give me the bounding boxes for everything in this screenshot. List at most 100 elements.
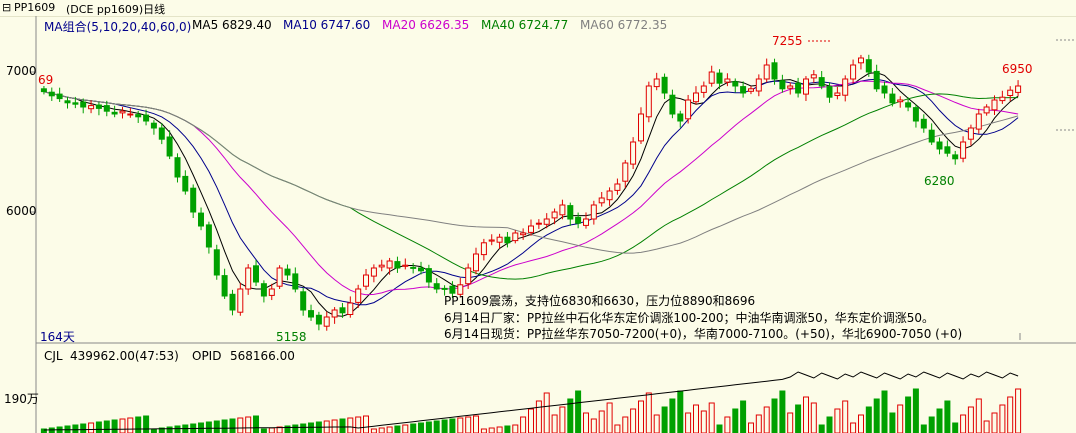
candle-body [865, 59, 872, 73]
candle-body [339, 307, 346, 314]
candle-body [48, 91, 55, 97]
volume-bar [700, 410, 707, 433]
title-bar: ⊟ PP1609 (DCE pp1609)日线 [0, 0, 1076, 17]
candle-body [693, 92, 699, 103]
candle-body [520, 232, 527, 236]
candle-body [441, 287, 448, 290]
candle-body [905, 102, 912, 108]
candle-body [575, 216, 582, 224]
candle-body [72, 102, 79, 105]
volume-bar [795, 404, 802, 433]
volume-bar [457, 417, 464, 433]
opid-value: 568166.00 [230, 349, 295, 363]
candle-body [842, 78, 849, 96]
ma10-legend: MA10 6747.60 [283, 18, 371, 32]
candle-body [221, 275, 228, 297]
volume-bar [803, 396, 809, 433]
candle-body [708, 71, 715, 84]
volume-bar [1015, 388, 1022, 433]
volume-bar [740, 400, 747, 433]
volume-bar [748, 422, 754, 433]
candle-body [960, 141, 967, 159]
volume-bar [787, 412, 794, 433]
cjl-label: CJL [44, 349, 63, 363]
volume-bar [331, 419, 338, 433]
volume-bar [535, 400, 542, 433]
candle-body [198, 212, 204, 227]
volume-bar [771, 398, 778, 433]
candle-body [967, 127, 974, 140]
open-interest-line [43, 371, 1019, 431]
opid-label: OPID [192, 349, 222, 363]
candle-body [669, 94, 676, 115]
candle-body [1007, 89, 1014, 96]
candle-body [897, 99, 904, 103]
candle-body [779, 80, 786, 90]
volume-bar [598, 410, 605, 433]
volume-bar [143, 415, 150, 433]
volume-bar [308, 422, 314, 433]
candle-body [378, 264, 385, 268]
volume-bar [425, 421, 432, 433]
candle-body [748, 88, 754, 92]
volume-bar [897, 404, 904, 433]
volume-bar [512, 424, 519, 433]
candle-body [543, 218, 550, 225]
candle-body [135, 114, 142, 118]
candle-body [300, 291, 307, 311]
candle-body [700, 85, 707, 93]
candle-body [64, 100, 71, 104]
ma20-line [43, 80, 1019, 296]
volume-bar [889, 412, 896, 433]
candle-body [677, 113, 684, 122]
volume-bar [268, 427, 275, 433]
candle-body [111, 111, 118, 115]
volume-bar [72, 424, 79, 433]
candle-body [504, 236, 511, 244]
candle-body [394, 261, 401, 269]
volume-bar [174, 425, 181, 433]
candle-body [991, 99, 998, 111]
candle-body [638, 113, 644, 142]
volume-bar [999, 404, 1006, 433]
volume-bar [842, 400, 849, 433]
candle-body [645, 85, 652, 118]
candle-body [661, 76, 668, 94]
candle-body [213, 249, 220, 276]
candle-body [496, 236, 503, 243]
candle-body [873, 70, 880, 90]
ma5-legend: MA5 6829.40 [192, 18, 272, 32]
candle-body [95, 104, 102, 109]
candle-body [355, 288, 362, 303]
volume-bar [394, 425, 401, 433]
candle-body [622, 162, 629, 182]
volume-bar [528, 408, 534, 433]
volume-bar [260, 428, 267, 433]
candle-body [590, 204, 597, 220]
candle-body [763, 64, 770, 80]
volume-bar [960, 414, 967, 433]
volume-bar [402, 424, 409, 433]
volume-bar [449, 418, 456, 433]
candle-body [834, 92, 841, 96]
volume-bar [276, 426, 283, 433]
volume-bar [850, 422, 857, 433]
candle-body [944, 146, 951, 154]
volume-bar [920, 424, 927, 433]
mid-low-label: 6280 [924, 174, 955, 188]
ma10-line [43, 78, 1019, 306]
volume-bar [213, 420, 220, 433]
volume-bar [983, 420, 990, 433]
volume-bar [95, 421, 102, 433]
y-tick-7000: 7000 [6, 64, 37, 78]
volume-bar [630, 408, 637, 433]
candle-body [614, 183, 621, 191]
volume-bar [465, 416, 472, 433]
candle-body [119, 110, 126, 114]
volume-bar [567, 398, 574, 433]
volume-bar [488, 427, 495, 433]
candle-body [1015, 85, 1022, 93]
volume-bar [363, 415, 369, 433]
candle-body [535, 222, 542, 225]
